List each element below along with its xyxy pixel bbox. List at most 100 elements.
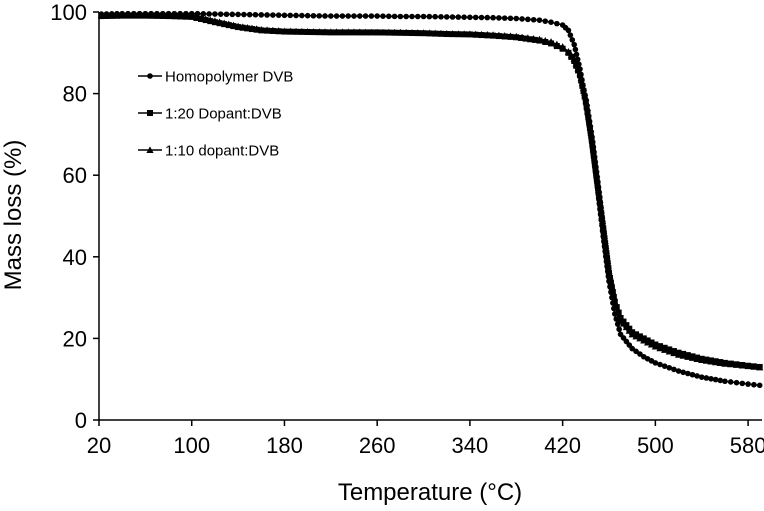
data-point	[721, 360, 729, 367]
legend-marker	[147, 110, 153, 116]
data-point	[685, 370, 691, 377]
data-point	[622, 323, 630, 331]
data-point	[293, 12, 299, 19]
data-point	[702, 357, 710, 364]
data-point	[437, 29, 445, 37]
data-point	[632, 332, 640, 340]
data-point	[671, 366, 677, 373]
data-point	[698, 374, 705, 380]
data-point	[569, 37, 576, 43]
data-point	[243, 23, 251, 31]
data-point	[593, 175, 602, 183]
data-point	[600, 232, 609, 240]
data-point	[590, 150, 598, 158]
data-point	[595, 186, 603, 193]
data-point	[501, 32, 509, 39]
data-point	[489, 31, 497, 38]
data-point	[495, 31, 503, 39]
data-point	[197, 14, 205, 22]
data-point	[576, 69, 584, 77]
data-point	[606, 272, 614, 280]
data-point	[722, 378, 728, 385]
y-tick-label: 80	[63, 82, 87, 107]
data-point	[598, 212, 606, 219]
data-point	[356, 13, 363, 19]
data-point	[176, 12, 184, 19]
data-point	[425, 29, 433, 37]
data-point	[536, 17, 543, 23]
data-point	[220, 19, 228, 27]
data-point	[361, 28, 370, 36]
data-point	[356, 28, 364, 36]
data-point	[596, 196, 604, 204]
data-point	[263, 26, 271, 33]
data-point	[602, 242, 610, 250]
series-square	[98, 12, 763, 370]
data-point	[607, 277, 615, 285]
data-point	[206, 16, 214, 23]
data-point	[604, 262, 612, 270]
data-point	[170, 11, 178, 19]
x-tick-label: 260	[359, 433, 396, 458]
data-point	[455, 14, 462, 20]
data-point	[102, 11, 111, 19]
data-point	[192, 13, 200, 21]
data-point	[587, 125, 595, 133]
data-point	[698, 356, 706, 364]
data-point	[328, 13, 334, 19]
data-point	[367, 28, 375, 36]
data-point	[745, 381, 751, 387]
data-point	[670, 349, 678, 357]
data-point	[640, 336, 648, 344]
data-point	[615, 311, 623, 319]
data-point	[712, 376, 719, 383]
data-point	[571, 41, 578, 48]
x-tick-label: 580	[730, 433, 764, 458]
data-point	[612, 302, 620, 310]
data-point	[598, 217, 607, 224]
data-point	[182, 12, 190, 19]
data-point	[732, 361, 741, 368]
data-point	[675, 368, 682, 374]
data-point	[438, 13, 444, 20]
data-point	[217, 11, 224, 17]
y-tick-label: 20	[63, 326, 87, 351]
data-point	[397, 13, 404, 20]
data-point	[408, 29, 416, 36]
data-point	[592, 165, 600, 173]
data-point	[608, 282, 616, 290]
data-point	[225, 20, 233, 28]
data-point	[130, 11, 138, 18]
data-point	[420, 13, 427, 20]
data-point	[579, 84, 588, 91]
data-point	[321, 28, 329, 35]
data-point	[252, 11, 259, 18]
data-point	[402, 28, 410, 36]
x-tick-label: 420	[544, 433, 581, 458]
data-point	[380, 13, 386, 19]
data-point	[477, 30, 486, 38]
data-point	[609, 287, 617, 295]
data-point	[547, 38, 555, 45]
data-point	[625, 327, 633, 334]
data-point	[603, 252, 611, 260]
data-point	[586, 120, 594, 127]
data-point	[258, 12, 265, 18]
data-point	[287, 12, 294, 19]
data-point	[727, 379, 734, 385]
data-point	[657, 361, 663, 368]
data-point	[292, 27, 300, 35]
data-point	[738, 361, 746, 369]
data-point	[584, 109, 592, 117]
data-point	[239, 23, 247, 30]
x-tick-label: 340	[452, 433, 489, 458]
data-point	[141, 11, 149, 18]
legend-label: Homopolymer DVB	[165, 69, 293, 86]
data-point	[693, 355, 701, 362]
data-point	[530, 16, 537, 23]
data-point	[593, 170, 601, 178]
data-point	[595, 191, 603, 198]
data-point	[235, 11, 241, 18]
data-point	[712, 358, 720, 366]
data-point	[248, 24, 256, 32]
